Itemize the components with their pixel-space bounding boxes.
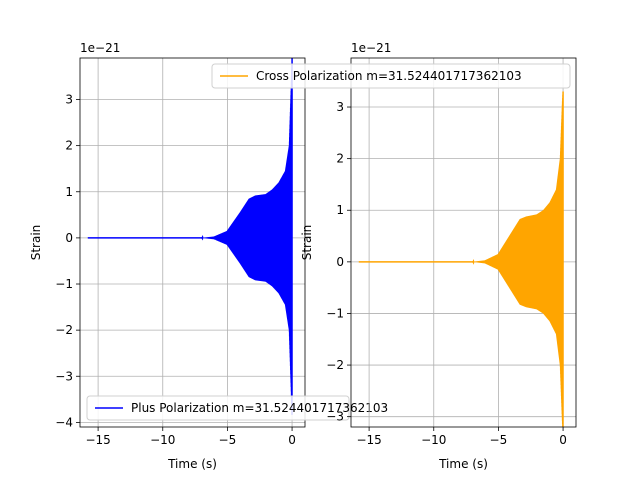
y-tick-label-0: −3 xyxy=(326,410,344,424)
x-tick-label-3: 0 xyxy=(559,433,567,447)
axes-frame xyxy=(350,57,577,428)
x-tick-label-0: −15 xyxy=(356,433,381,447)
y-tick-label-7: 3 xyxy=(65,93,73,107)
y-tick-label-4: 1 xyxy=(336,203,344,217)
x-tick-label-3: 0 xyxy=(288,433,296,447)
y-tick-label-0: −4 xyxy=(55,415,73,429)
y-tick-label-5: 2 xyxy=(336,152,344,166)
y-tick-label-1: −3 xyxy=(55,369,73,383)
y-tick-label-6: 3 xyxy=(336,100,344,114)
y-tick-label-6: 2 xyxy=(65,139,73,153)
x-tick-label-2: −5 xyxy=(219,433,237,447)
x-tick-label-0: −15 xyxy=(85,433,110,447)
y-axis-label: Strain xyxy=(300,225,314,261)
x-tick-label-2: −5 xyxy=(490,433,508,447)
x-tick-label-1: −10 xyxy=(421,433,446,447)
legend-box xyxy=(86,395,350,421)
series-line-plus xyxy=(87,58,293,415)
y-axis-label: Strain xyxy=(29,225,43,261)
series-line-cross xyxy=(358,91,564,427)
y-tick-label-1: −2 xyxy=(326,358,344,372)
y-tick-label-4: 0 xyxy=(65,231,73,245)
y-tick-label-2: −2 xyxy=(55,323,73,337)
y-tick-label-3: 0 xyxy=(336,255,344,269)
y-tick-label-5: 1 xyxy=(65,185,73,199)
legend-label: Cross Polarization m=31.524401717362103 xyxy=(256,69,522,83)
axes-frame xyxy=(79,57,306,428)
x-tick-label-1: −10 xyxy=(150,433,175,447)
x-axis-label: Time (s) xyxy=(167,457,217,471)
y-tick-label-2: −1 xyxy=(326,306,344,320)
x-axis-label: Time (s) xyxy=(438,457,488,471)
y-offset-label: 1e−21 xyxy=(80,41,120,55)
legend-box xyxy=(211,63,571,89)
legend-label: Plus Polarization m=31.524401717362103 xyxy=(131,401,388,415)
y-tick-label-3: −1 xyxy=(55,277,73,291)
y-offset-label: 1e−21 xyxy=(351,41,391,55)
